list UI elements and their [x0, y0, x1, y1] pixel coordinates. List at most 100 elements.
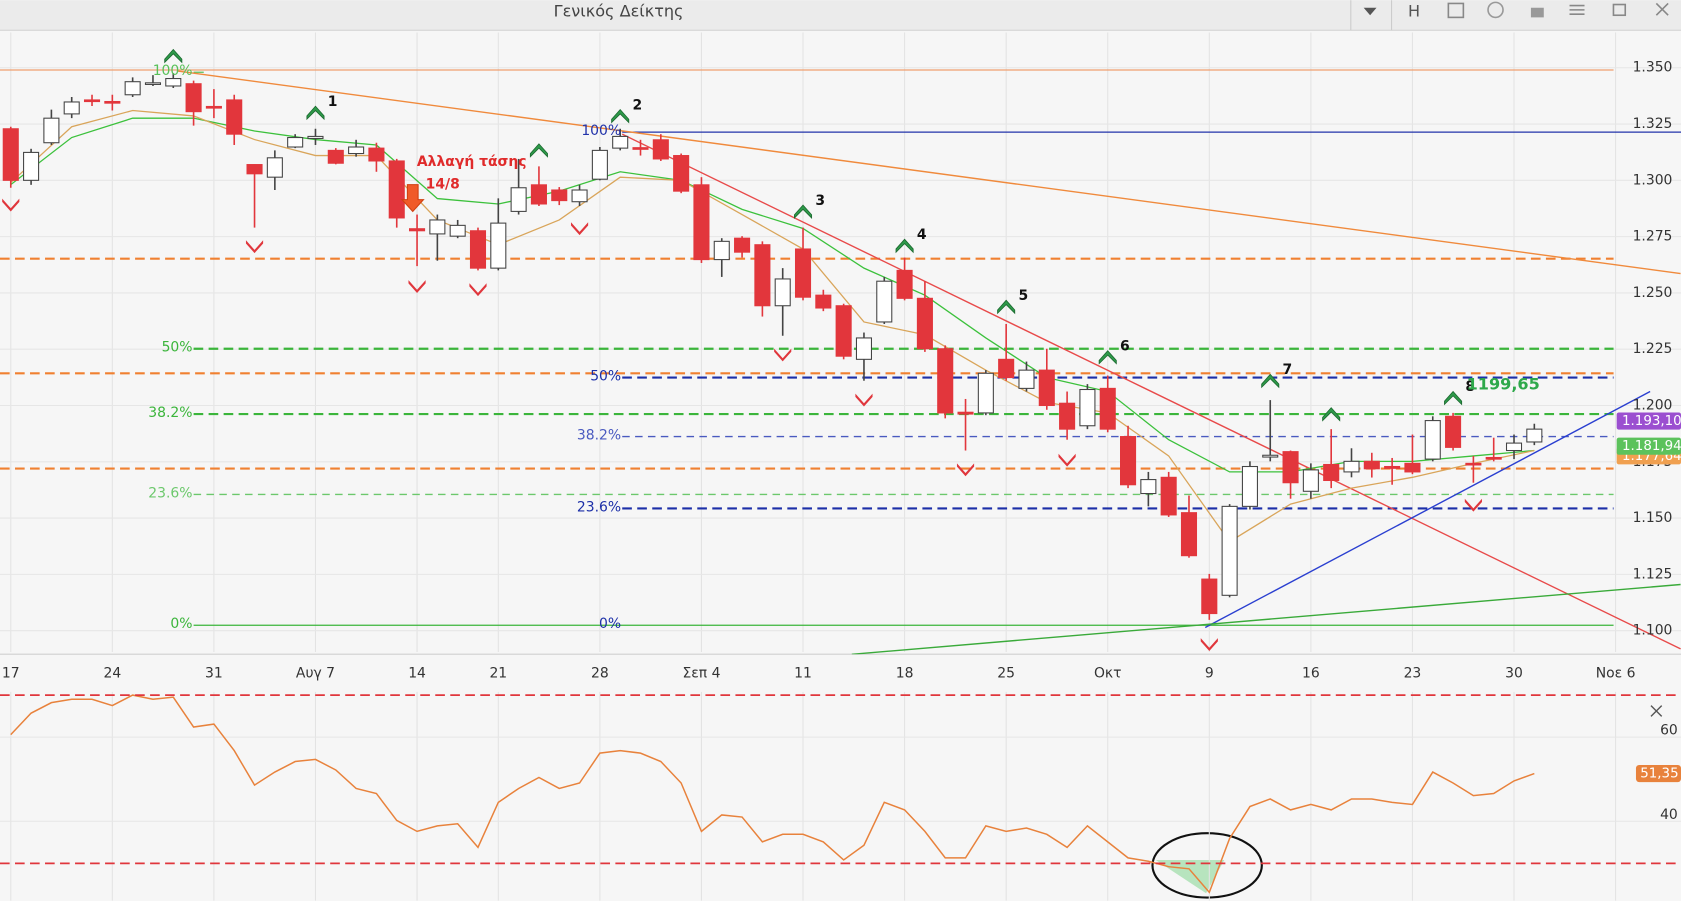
up-signal — [1261, 373, 1280, 389]
up-signal — [529, 143, 548, 158]
candle-body — [1180, 512, 1198, 557]
y-tick-label: 1.225 — [1633, 341, 1673, 357]
candle-body — [266, 157, 283, 178]
down-signal — [2, 198, 20, 212]
down-signal — [408, 280, 426, 293]
axes: 17 24 31 Αυγ 7 14 21 28 Σεπ 4 11 18 25 Οκτ 9 16 23 30 Νο… — [0, 60, 1681, 865]
candle-body — [734, 237, 751, 253]
x-tick-label: 23 — [1404, 665, 1422, 681]
down-signal — [956, 463, 975, 477]
candle-body — [998, 358, 1015, 379]
level-label: 50% — [162, 340, 193, 356]
x-tick-label: Νοε 6 — [1596, 665, 1636, 681]
candle-body — [530, 184, 547, 205]
y-tick-label: 60 — [1660, 723, 1678, 739]
x-tick-label: 17 — [2, 665, 20, 681]
window-title: Γενικός Δείκτης — [554, 2, 684, 21]
candle-body — [591, 149, 608, 180]
candle-body — [226, 99, 243, 135]
level-label: 38.2% — [577, 427, 621, 443]
candle-body — [1384, 465, 1401, 469]
signal-label: 8 — [1465, 379, 1475, 395]
candle-body — [1343, 460, 1360, 473]
up-signal — [895, 238, 914, 254]
signal-label: 5 — [1018, 288, 1028, 304]
candle-body — [104, 100, 121, 104]
candle-body — [1302, 469, 1319, 492]
candle-body — [144, 82, 162, 85]
restore-button[interactable] — [1612, 3, 1627, 17]
annotation-text: Αλλαγή τάσης — [417, 154, 527, 170]
candle-body — [1120, 436, 1137, 486]
x-tick-label: 21 — [489, 665, 507, 681]
candle-body — [1465, 462, 1482, 466]
signal-label: 4 — [917, 227, 927, 243]
y-tick-label: 1.350 — [1633, 60, 1673, 76]
candle-body — [1526, 428, 1543, 443]
x-tick-label: Οκτ — [1094, 665, 1122, 681]
candle-body — [1485, 456, 1502, 460]
up-signal — [306, 105, 325, 121]
up-signal — [164, 48, 183, 64]
candle-body — [1099, 387, 1116, 430]
y-tick-label: 1.300 — [1633, 172, 1673, 188]
candle-body — [1363, 460, 1380, 470]
candle-body — [83, 99, 101, 103]
price-panel: 1 2 3 4 5 6 7 8 — [0, 32, 1681, 655]
candle-body — [794, 248, 812, 298]
h-button[interactable]: H — [1408, 2, 1420, 21]
x-tick-label: Αυγ 7 — [296, 665, 335, 681]
title-bar — [0, 0, 1681, 31]
candle-body — [1160, 476, 1177, 516]
save-button[interactable] — [1447, 2, 1465, 19]
candle-body — [1445, 415, 1462, 448]
candle-body — [1505, 442, 1523, 452]
y-tick-label: 1.275 — [1633, 229, 1673, 245]
candle-body — [307, 135, 324, 139]
level-label: 38.2% — [148, 405, 192, 421]
candle-body — [165, 78, 182, 87]
down-signal — [570, 222, 589, 236]
close-indicator-button[interactable] — [1650, 705, 1663, 717]
quote-button[interactable] — [1487, 1, 1504, 19]
level-label: 23.6% — [577, 499, 621, 515]
candle-body — [287, 137, 304, 148]
close-window-button[interactable] — [1655, 2, 1669, 16]
x-tick-label: 28 — [591, 665, 609, 681]
value-badge — [1635, 764, 1681, 783]
candle-body — [510, 187, 527, 212]
x-tick-label: 16 — [1302, 665, 1320, 681]
level-label: 23.6% — [148, 485, 192, 501]
dropdown-button[interactable] — [1363, 7, 1377, 16]
price-badge-label: 1.193,10 — [1622, 414, 1681, 429]
down-signal — [245, 240, 264, 254]
candle-body — [1404, 462, 1421, 473]
lock-button[interactable] — [1530, 7, 1544, 18]
candle-body — [632, 147, 649, 150]
candle-body — [815, 294, 832, 309]
x-tick-label: 25 — [997, 665, 1015, 681]
highlight-ellipse — [1151, 832, 1263, 899]
candle-body — [327, 149, 344, 164]
candle-body — [1140, 479, 1157, 495]
candle-body — [185, 83, 202, 113]
candle-body — [1282, 451, 1299, 484]
candle-body — [1221, 505, 1238, 596]
menu-button[interactable] — [1569, 4, 1585, 15]
level-label: 100% — [581, 123, 621, 139]
x-tick-label: 14 — [408, 665, 426, 681]
candle-body — [754, 244, 771, 307]
oscillator-panel — [0, 691, 1681, 901]
signal-label: 1 — [328, 94, 338, 110]
candle-body — [693, 184, 710, 261]
up-signal — [1098, 350, 1117, 365]
up-signal — [1444, 390, 1463, 406]
price-badge — [1616, 437, 1681, 455]
level-label: 0% — [170, 616, 192, 632]
up-signal — [794, 204, 813, 219]
trend-line — [851, 583, 1681, 655]
candle-body — [876, 280, 893, 323]
down-signal — [1464, 498, 1482, 512]
candle-body — [1059, 402, 1076, 430]
